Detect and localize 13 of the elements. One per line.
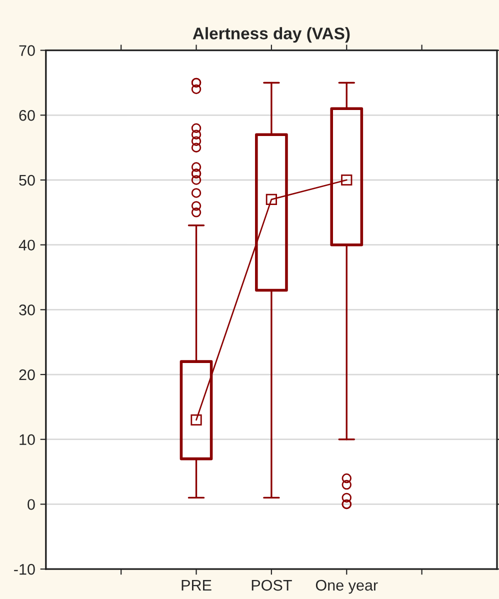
y-tick-label: -10 [14, 564, 35, 575]
y-tick-label: 0 [28, 499, 35, 510]
y-tick-label: 40 [18, 240, 35, 251]
x-tick-label: One year [316, 580, 378, 594]
y-tick-label: 50 [19, 174, 35, 186]
y-tick-label: 10 [20, 434, 35, 446]
y-tick-label: 30 [19, 304, 35, 316]
chart-title: Alertness day (VAS) [192, 27, 350, 43]
y-tick-label: 70 [19, 45, 35, 56]
y-tick-label: 60 [19, 110, 35, 121]
x-tick-label: POST [252, 580, 292, 591]
x-tick-label: PRE [182, 580, 212, 591]
y-tick-label: 20 [19, 369, 35, 380]
